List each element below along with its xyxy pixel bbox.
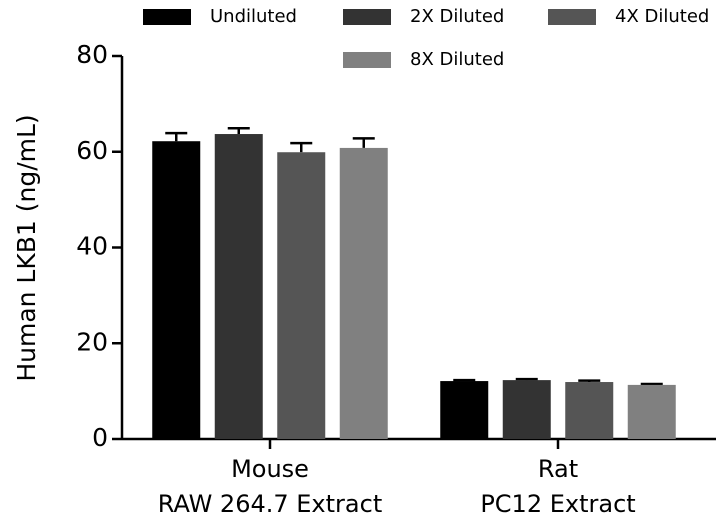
y-tick-label: 0 xyxy=(92,423,108,452)
legend-label: 2X Diluted xyxy=(410,6,504,27)
y-axis-label: Human LKB1 (ng/mL) xyxy=(12,114,41,381)
bar xyxy=(214,134,263,439)
bar xyxy=(152,141,201,439)
bar xyxy=(627,384,676,439)
bar xyxy=(277,152,326,439)
x-tick-label: PC12 Extract xyxy=(480,490,635,518)
y-tick-label: 40 xyxy=(76,232,108,261)
legend-swatch xyxy=(343,52,391,68)
bar xyxy=(502,380,551,439)
legend-label: 8X Diluted xyxy=(410,49,504,70)
bar xyxy=(565,382,614,439)
y-tick-label: 60 xyxy=(76,136,108,165)
x-tick-label: Rat xyxy=(538,455,578,483)
bar xyxy=(339,147,388,440)
x-tick-label: RAW 264.7 Extract xyxy=(158,490,382,518)
legend-swatch xyxy=(548,9,596,25)
x-tick-label: Mouse xyxy=(231,455,309,483)
legend-label: Undiluted xyxy=(210,6,297,27)
y-tick-label: 20 xyxy=(76,327,108,356)
legend-swatch xyxy=(143,9,191,25)
bar xyxy=(440,381,489,439)
legend-swatch xyxy=(343,9,391,25)
legend-label: 4X Diluted xyxy=(615,6,709,27)
y-tick-label: 80 xyxy=(76,40,108,69)
